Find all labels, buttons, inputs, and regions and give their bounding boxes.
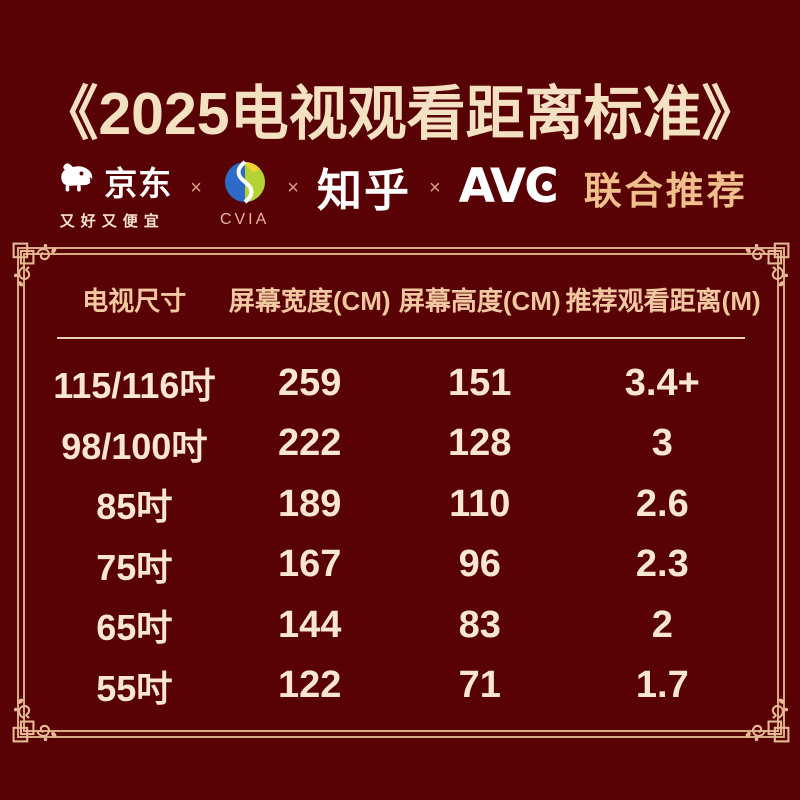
table-body: 115/116吋 259 151 3.4+ 98/100吋 222 128 3 … bbox=[43, 353, 759, 716]
logo-row: 京东 又好又便宜 × CVIA × 知乎 × AVC 联合推荐 bbox=[0, 156, 800, 232]
table-cell-distance: 2.3 bbox=[635, 543, 689, 586]
table-cell-distance: 2.6 bbox=[635, 482, 689, 525]
multiply-separator-icon: × bbox=[428, 176, 441, 199]
table-cell-height: 71 bbox=[458, 664, 501, 707]
table-cell-size: 75吋 bbox=[96, 546, 173, 588]
table-cell-width: 167 bbox=[278, 543, 342, 586]
joint-recommendation-label: 联合推荐 bbox=[583, 170, 748, 213]
table-cell-width: 122 bbox=[278, 664, 342, 707]
table-cell-height: 83 bbox=[458, 603, 501, 646]
table-frame: 电视尺寸 屏幕宽度(CM) 屏幕高度(CM) 推荐观看距离(M) 115/116… bbox=[17, 247, 785, 738]
multiply-separator-icon: × bbox=[190, 176, 202, 199]
column-header-viewing-distance: 推荐观看距离(M) bbox=[565, 285, 761, 316]
table-cell-distance: 3 bbox=[651, 422, 673, 465]
header-divider bbox=[57, 337, 745, 339]
cvia-logo-text: CVIA bbox=[219, 210, 270, 228]
table-cell-distance: 3.4+ bbox=[624, 361, 700, 404]
table-cell-size: 65吋 bbox=[96, 607, 173, 649]
table-cell-height: 110 bbox=[449, 482, 511, 525]
table-cell-size: 55吋 bbox=[96, 667, 173, 709]
table-cell-width: 222 bbox=[278, 422, 342, 465]
jd-logo-mark: 京东 bbox=[52, 157, 172, 205]
cvia-globe-icon bbox=[223, 159, 267, 209]
table-header-row: 电视尺寸 屏幕宽度(CM) 屏幕高度(CM) 推荐观看距离(M) bbox=[43, 271, 761, 327]
jd-logo: 京东 又好又便宜 bbox=[52, 157, 172, 231]
zhihu-logo: 知乎 bbox=[316, 164, 411, 216]
page-title: 《2025电视观看距离标准》 bbox=[39, 81, 761, 147]
table-cell-size: 98/100吋 bbox=[61, 425, 208, 467]
table-cell-height: 151 bbox=[448, 361, 512, 404]
table-cell-width: 259 bbox=[278, 361, 342, 404]
column-header-tv-size: 电视尺寸 bbox=[82, 285, 187, 316]
table-cell-height: 128 bbox=[448, 422, 512, 465]
column-header-screen-width: 屏幕宽度(CM) bbox=[228, 285, 391, 316]
table-cell-height: 96 bbox=[458, 543, 501, 586]
table-cell-size: 85吋 bbox=[96, 486, 173, 528]
multiply-separator-icon: × bbox=[287, 176, 299, 199]
table-cell-distance: 2 bbox=[651, 603, 673, 646]
column-header-screen-height: 屏幕高度(CM) bbox=[398, 285, 561, 316]
table-cell-width: 189 bbox=[278, 482, 342, 525]
table-cell-width: 144 bbox=[278, 603, 342, 646]
table-cell-distance: 1.7 bbox=[635, 664, 689, 707]
jd-dog-icon bbox=[52, 161, 98, 201]
jd-tagline: 又好又便宜 bbox=[59, 213, 165, 230]
table-cell-size: 115/116吋 bbox=[53, 365, 216, 407]
avc-logo: AVC bbox=[458, 158, 559, 214]
cvia-logo: CVIA bbox=[219, 159, 270, 229]
jd-logo-text: 京东 bbox=[104, 165, 173, 202]
